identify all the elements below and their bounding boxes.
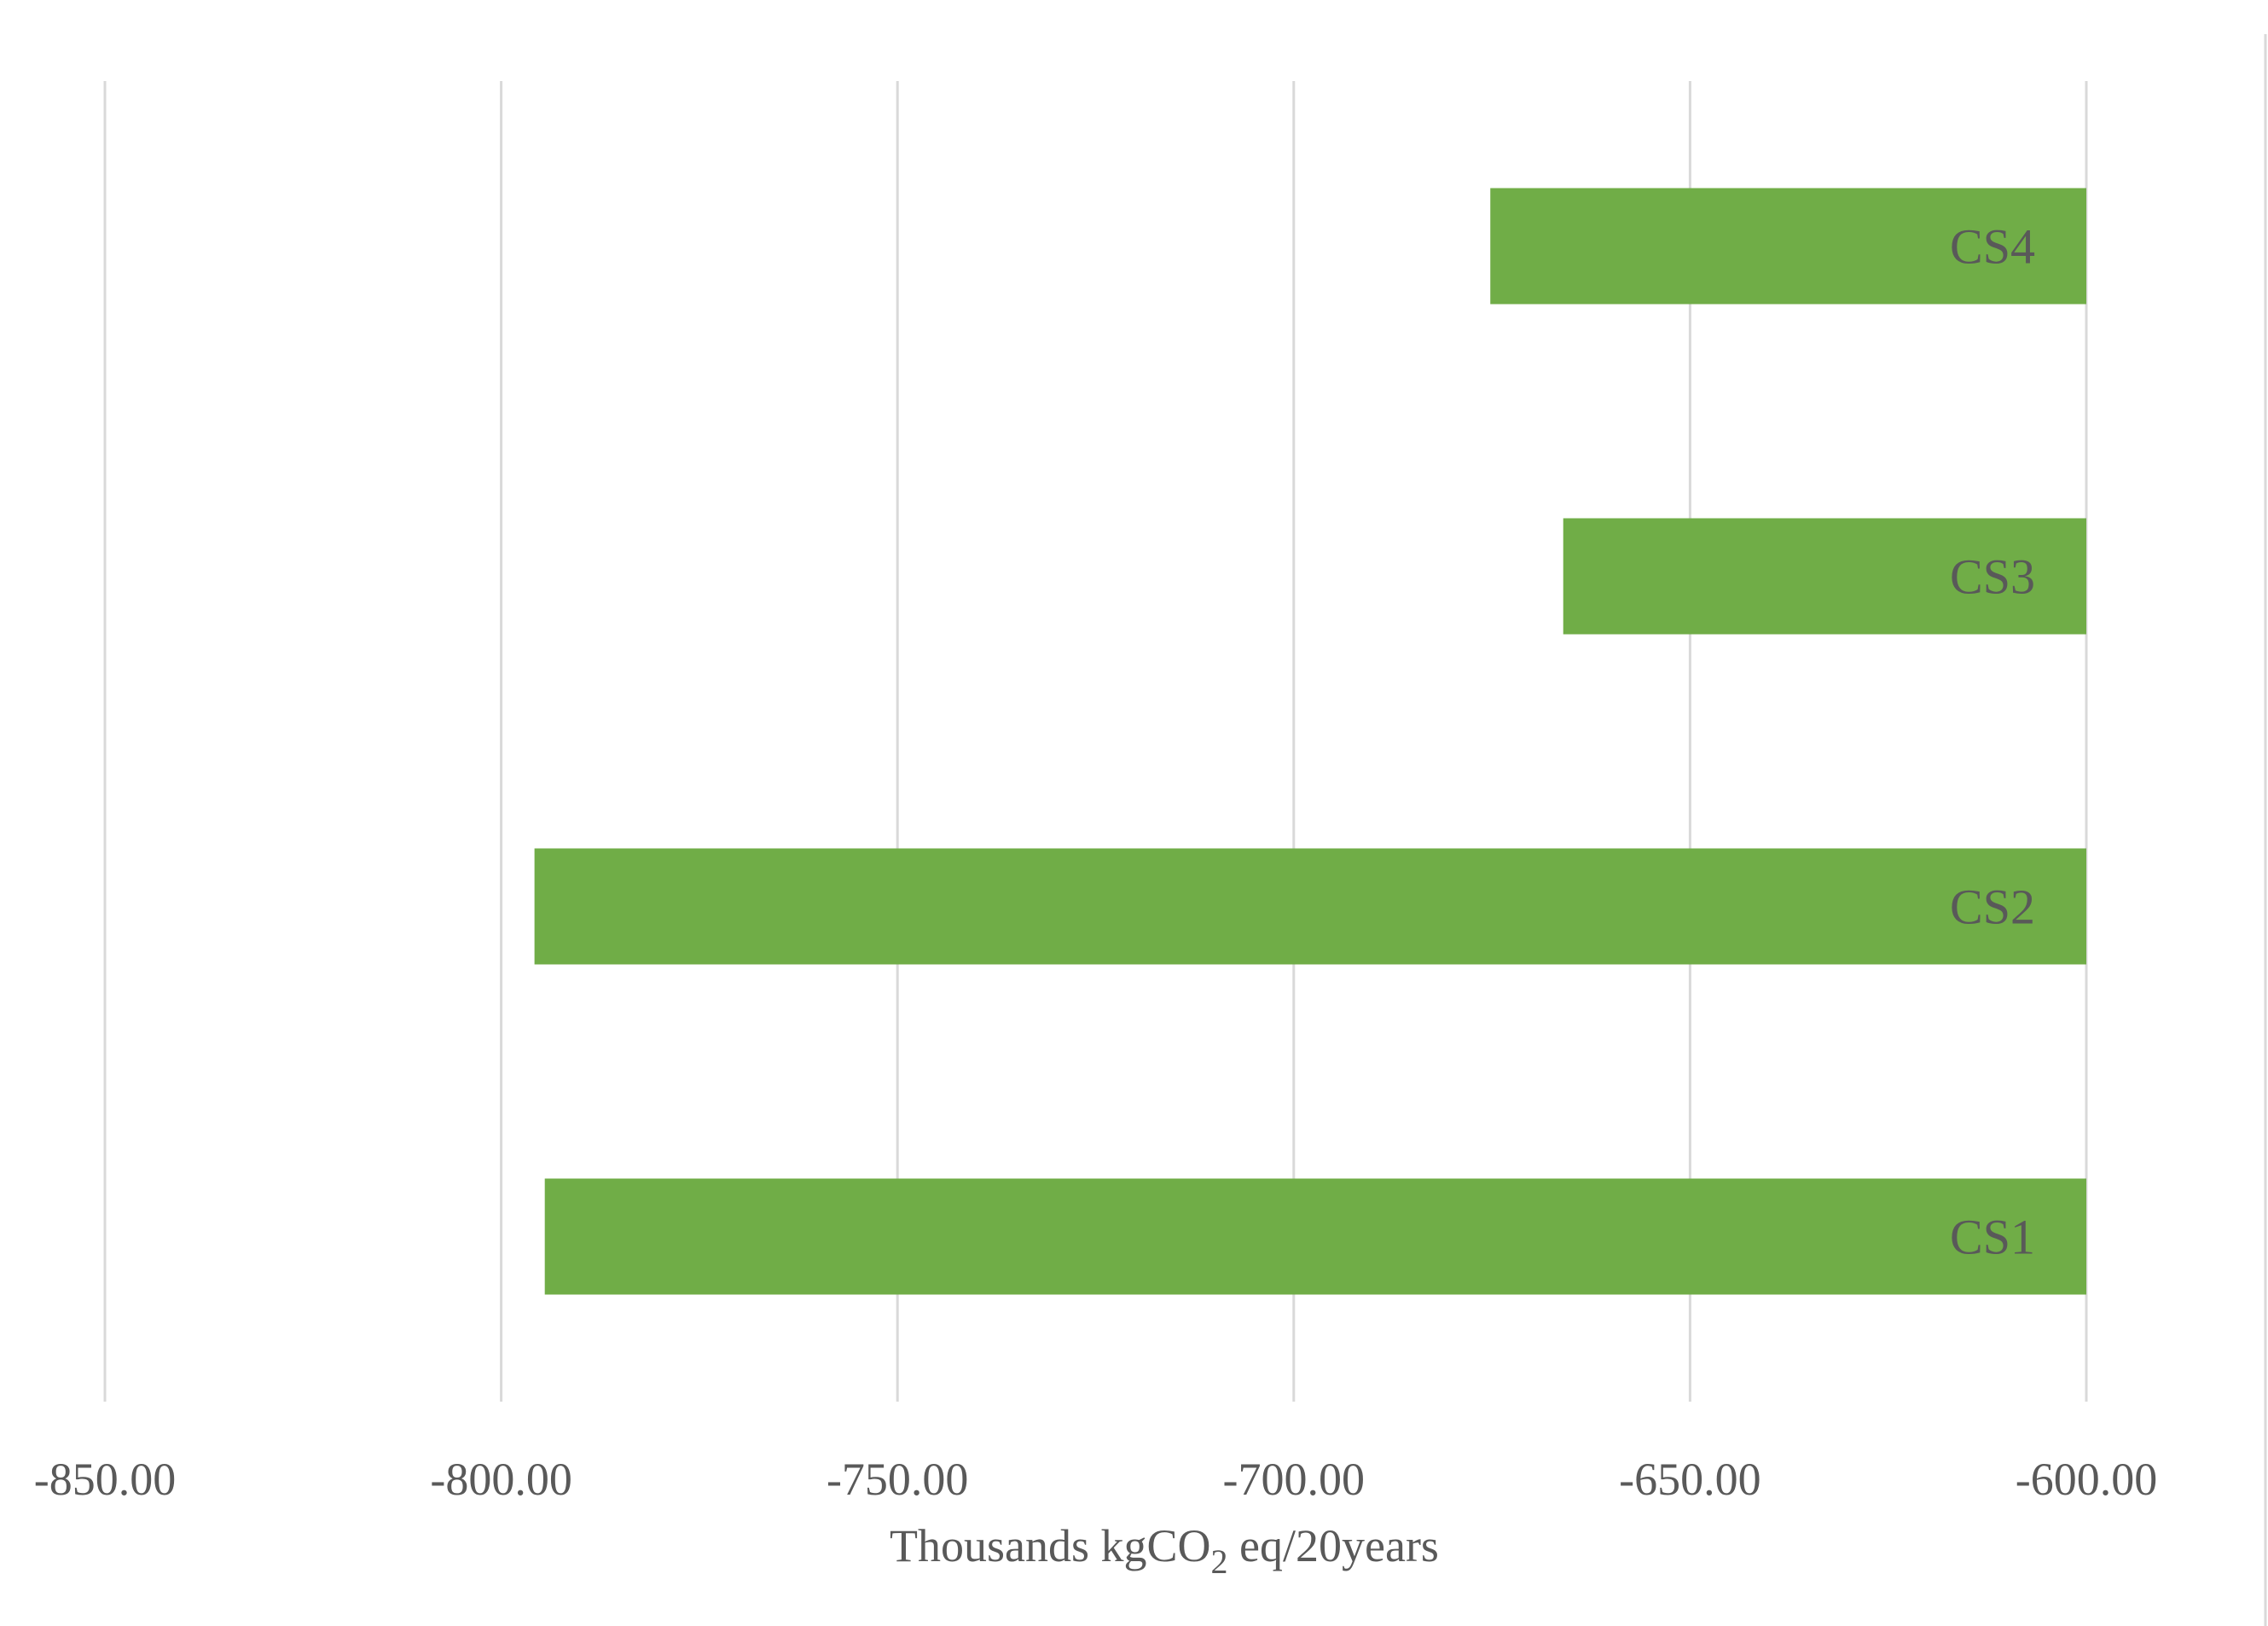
x-tick-label: -700.00 bbox=[1223, 1454, 1365, 1505]
x-tick-labels: -850.00 -800.00 -750.00 -700.00 -650.00 -600.… bbox=[34, 1454, 2157, 1505]
bar-label-cs2: CS2 bbox=[1950, 880, 2035, 935]
bar-label-cs3: CS3 bbox=[1950, 549, 2035, 605]
x-tick-label: -650.00 bbox=[1619, 1454, 1760, 1505]
x-axis-title-end: eq/20years bbox=[1228, 1520, 1439, 1571]
bar-cs3 bbox=[1563, 518, 2086, 635]
x-tick-label: -600.00 bbox=[2016, 1454, 2157, 1505]
x-tick-label: -800.00 bbox=[430, 1454, 571, 1505]
bar-cs2 bbox=[534, 848, 2086, 965]
x-tick-label: -750.00 bbox=[827, 1454, 968, 1505]
bars: CS1 CS2 CS3 CS4 bbox=[534, 188, 2086, 1295]
x-tick-label: -850.00 bbox=[34, 1454, 176, 1505]
x-axis-title: Thousands kgCO2 eq/20years bbox=[890, 1520, 1439, 1581]
x-axis-title-main: Thousands kgCO bbox=[890, 1520, 1211, 1571]
bar-cs4 bbox=[1490, 188, 2086, 305]
bar-label-cs1: CS1 bbox=[1950, 1210, 2035, 1265]
x-axis-title-subscript: 2 bbox=[1211, 1542, 1228, 1581]
bar-cs1 bbox=[544, 1178, 2086, 1295]
bar-label-cs4: CS4 bbox=[1950, 219, 2035, 275]
